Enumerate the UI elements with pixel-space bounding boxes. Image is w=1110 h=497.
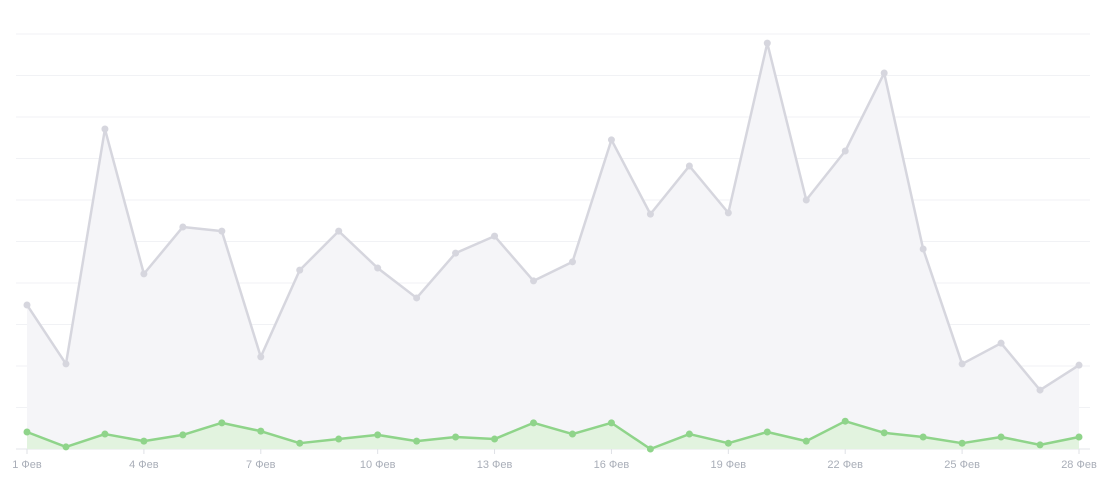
point <box>997 339 1005 347</box>
point <box>179 431 187 439</box>
point <box>1075 361 1083 369</box>
point <box>919 433 927 441</box>
point <box>218 419 226 427</box>
point <box>335 227 343 235</box>
x-tick-label: 25 Фев <box>944 459 980 471</box>
point <box>958 439 966 447</box>
point <box>491 435 499 443</box>
point <box>880 69 888 77</box>
point <box>140 437 148 445</box>
point <box>724 439 732 447</box>
point <box>919 245 927 253</box>
point <box>374 431 382 439</box>
point <box>491 232 499 240</box>
x-tick-label: 16 Фев <box>594 459 630 471</box>
point <box>802 196 810 204</box>
point <box>101 430 109 438</box>
point <box>257 427 265 435</box>
x-tick-label: 13 Фев <box>477 459 513 471</box>
point <box>140 270 148 278</box>
point <box>218 227 226 235</box>
x-tick-label: 1 Фев <box>12 459 42 471</box>
point <box>101 125 109 133</box>
point <box>841 417 849 425</box>
area <box>27 421 1079 449</box>
x-tick-label: 28 Фев <box>1061 459 1097 471</box>
point <box>997 433 1005 441</box>
point <box>296 266 304 274</box>
point <box>763 39 771 47</box>
area <box>27 43 1079 449</box>
line <box>25 41 1080 392</box>
point <box>763 428 771 436</box>
x-tick-label: 22 Фев <box>827 459 863 471</box>
point <box>685 162 693 170</box>
point <box>374 264 382 272</box>
x-tick-label: 10 Фев <box>360 459 396 471</box>
point <box>685 430 693 438</box>
point <box>335 435 343 443</box>
point <box>607 136 615 144</box>
point <box>62 443 70 451</box>
point <box>958 360 966 368</box>
point <box>413 437 421 445</box>
x-tick-label: 19 Фев <box>711 459 747 471</box>
point <box>724 209 732 217</box>
point <box>841 147 849 155</box>
point <box>568 258 576 266</box>
point <box>530 419 538 427</box>
point <box>568 430 576 438</box>
point <box>452 433 460 441</box>
point <box>1036 441 1044 449</box>
point <box>452 249 460 257</box>
point <box>23 428 31 436</box>
point <box>530 277 538 285</box>
point <box>23 301 31 309</box>
point <box>646 445 654 453</box>
point <box>802 437 810 445</box>
line <box>26 419 1080 451</box>
x-tick-label: 4 Фев <box>129 459 159 471</box>
point <box>607 419 615 427</box>
point <box>296 439 304 447</box>
point <box>413 294 421 302</box>
point <box>257 353 265 361</box>
point <box>62 360 70 368</box>
point <box>646 210 654 218</box>
point <box>1036 386 1044 394</box>
point <box>880 429 888 437</box>
point <box>179 223 187 231</box>
point <box>1075 433 1083 441</box>
x-tick-label: 7 Фев <box>246 459 276 471</box>
